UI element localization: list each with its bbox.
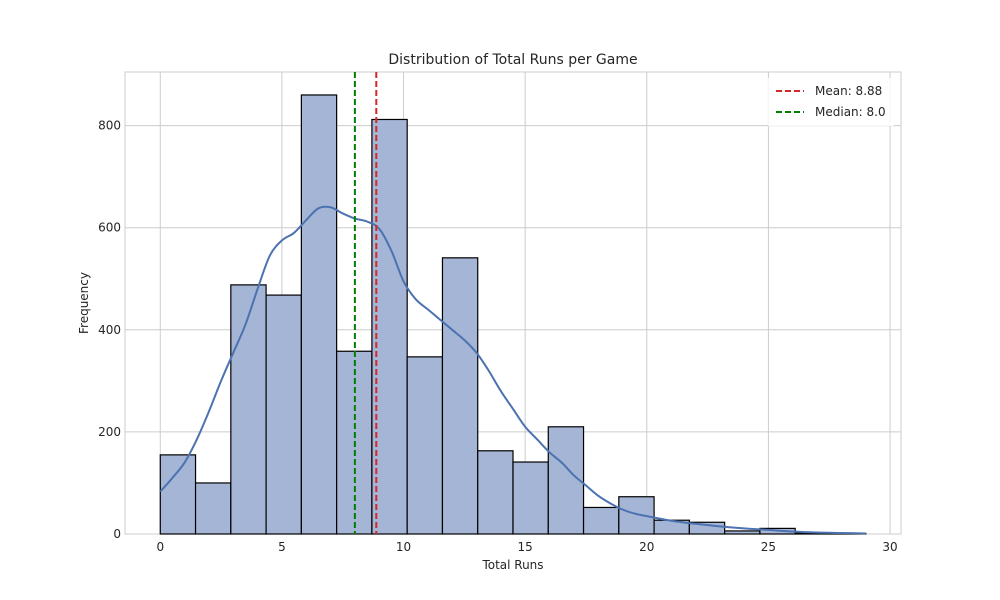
- histogram-bar-4: [300, 94, 338, 535]
- x-tick-label-5: 25: [761, 540, 776, 554]
- legend-label-mean: Mean: 8.88: [815, 84, 882, 98]
- x-tick-label-3: 15: [518, 540, 533, 554]
- legend-box: [768, 78, 894, 126]
- histogram-bar-11: [547, 426, 585, 535]
- histogram-bars: [159, 94, 867, 535]
- chart-title: Distribution of Total Runs per Game: [388, 52, 637, 68]
- y-tick-label-4: 800: [98, 119, 121, 133]
- x-tick-label-6: 30: [882, 540, 897, 554]
- legend: Mean: 8.88 Median: 8.0: [768, 78, 894, 126]
- histogram-bar-10: [512, 461, 549, 535]
- reference-lines: [353, 72, 378, 534]
- x-axis-label: Total Runs: [481, 558, 543, 572]
- y-tick-label-3: 600: [98, 221, 121, 235]
- histogram-bar-13: [618, 496, 655, 535]
- x-tick-label-4: 20: [639, 540, 654, 554]
- x-tick-label-0: 0: [156, 540, 164, 554]
- histogram-bar-1: [194, 482, 232, 535]
- histogram-bar-3: [265, 294, 302, 535]
- y-axis-label: Frequency: [77, 272, 91, 334]
- histogram-bar-15: [688, 521, 726, 535]
- histogram-bar-7: [406, 356, 444, 535]
- y-tick-labels: 0 200 400 600 800: [98, 119, 121, 541]
- histogram-bar-16: [724, 530, 761, 535]
- histogram-bar-12: [582, 506, 620, 535]
- kde-curve: [159, 205, 866, 535]
- y-tick-label-1: 200: [98, 425, 121, 439]
- histogram-bar-8: [441, 257, 479, 535]
- histogram-bar-0: [159, 454, 197, 535]
- y-tick-label-2: 400: [98, 323, 121, 337]
- histogram-bar-2: [230, 284, 267, 535]
- legend-label-median: Median: 8.0: [815, 105, 886, 119]
- y-tick-label-0: 0: [113, 527, 121, 541]
- x-tick-label-2: 10: [396, 540, 411, 554]
- x-tick-labels: 0 5 10 15 20 25 30: [156, 540, 897, 554]
- histogram-bar-6: [371, 118, 408, 535]
- x-tick-label-1: 5: [278, 540, 286, 554]
- histogram-bar-9: [477, 450, 514, 535]
